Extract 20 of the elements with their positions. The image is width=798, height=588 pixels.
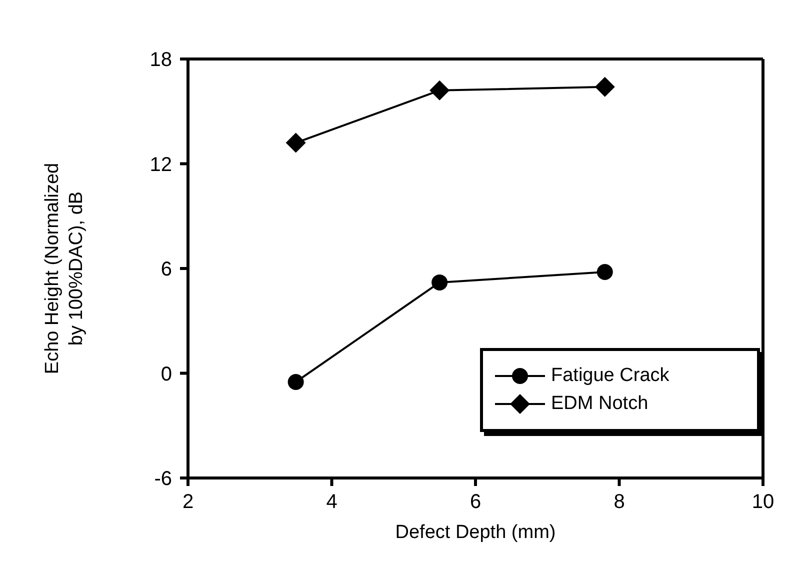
point — [430, 80, 450, 100]
legend-label: Fatigue Crack — [551, 365, 670, 387]
point — [432, 274, 448, 290]
y-tick-label: -6 — [154, 468, 172, 490]
x-tick-label: 6 — [470, 491, 482, 514]
point — [596, 264, 613, 280]
x-tick-label: 4 — [326, 491, 338, 514]
y-tick-label: 0 — [160, 363, 172, 386]
x-tick-label: 8 — [614, 491, 625, 514]
y-tick-label: 12 — [150, 154, 172, 176]
x-axis-title: Defect Depth (mm) — [395, 522, 556, 543]
y-axis-title: Echo Height (Normalized by 100%DAC), dB — [42, 162, 87, 374]
y-tick-label: 6 — [160, 258, 172, 281]
point — [286, 132, 306, 153]
x-tick-label: 2 — [182, 491, 194, 514]
legend-label: EDM Notch — [551, 393, 648, 415]
point — [288, 374, 304, 390]
y-tick-label: 18 — [150, 49, 172, 72]
point — [594, 76, 615, 97]
x-tick-label: 10 — [752, 491, 774, 514]
